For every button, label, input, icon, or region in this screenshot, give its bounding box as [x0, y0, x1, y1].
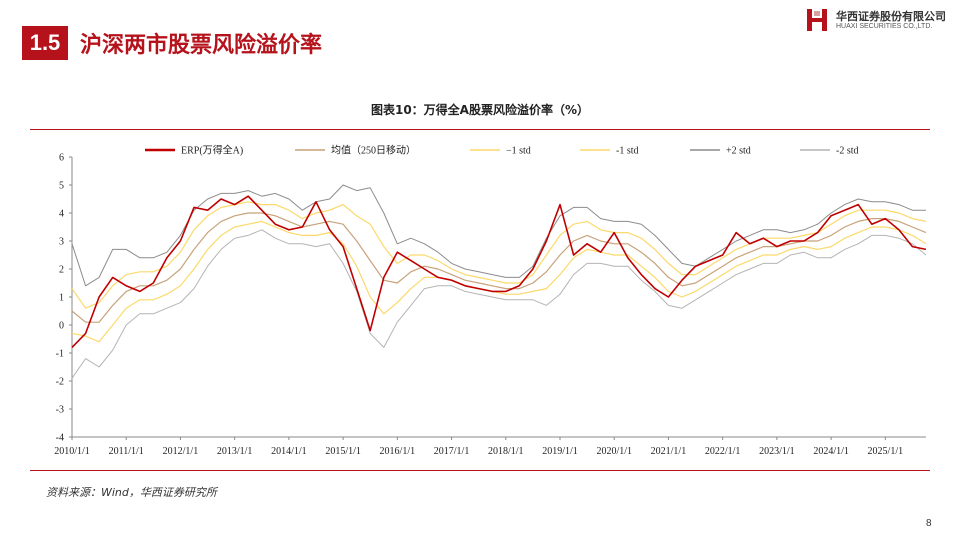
x-tick-label: 2022/1/1	[705, 446, 741, 457]
x-tick-label: 2014/1/1	[271, 446, 307, 457]
section-title: 沪深两市股票风险溢价率	[80, 33, 323, 58]
y-tick-label: -1	[56, 349, 64, 360]
x-tick-label: 2024/1/1	[813, 446, 849, 457]
caption-divider-top	[30, 129, 930, 130]
x-tick-label: 2017/1/1	[434, 446, 470, 457]
source-note: 资料来源：Wind，华西证券研究所	[46, 486, 217, 499]
y-tick-label: 3	[59, 237, 64, 248]
y-tick-label: -2	[56, 377, 64, 388]
y-tick-label: 4	[59, 209, 64, 220]
legend-label-3: -1 std	[616, 146, 639, 157]
y-tick-label: 1	[59, 293, 64, 304]
x-tick-label: 2016/1/1	[380, 446, 416, 457]
legend-label-5: -2 std	[836, 146, 859, 157]
logo-chinese-name: 华西证券股份有限公司	[836, 10, 946, 23]
caption-divider-bottom	[30, 470, 930, 471]
legend-label-0: ERP(万得全A)	[181, 144, 243, 157]
section-number-badge: 1.5	[22, 26, 68, 60]
x-tick-label: 2020/1/1	[596, 446, 632, 457]
y-tick-label: 0	[59, 321, 64, 332]
legend-label-1: 均值（250日移动）	[331, 144, 416, 157]
x-tick-label: 2019/1/1	[542, 446, 578, 457]
chart-caption: 图表10：万得全A股票风险溢价率（%）	[370, 103, 589, 117]
y-tick-label: 6	[59, 153, 64, 164]
series-line-5	[71, 229, 927, 379]
page-number: 8	[926, 518, 932, 529]
logo-english-name: HUAXI SECURITIES CO.,LTD.	[836, 23, 933, 30]
huaxi-logo-icon	[807, 9, 827, 31]
series-line-0	[71, 195, 927, 348]
x-tick-label: 2021/1/1	[651, 446, 687, 457]
series-line-2	[71, 201, 927, 309]
x-tick-label: 2012/1/1	[163, 446, 199, 457]
x-tick-label: 2023/1/1	[759, 446, 795, 457]
x-tick-label: 2010/1/1	[54, 446, 90, 457]
series-line-4	[71, 184, 926, 287]
x-tick-label: 2018/1/1	[488, 446, 524, 457]
series-line-3	[71, 220, 927, 343]
legend-label-2: −1 std	[506, 146, 531, 157]
x-tick-label: 2011/1/1	[109, 446, 144, 457]
y-tick-label: 2	[59, 265, 64, 276]
company-logo: 华西证券股份有限公司 HUAXI SECURITIES CO.,LTD.	[806, 6, 956, 36]
x-tick-label: 2013/1/1	[217, 446, 253, 457]
legend-label-4: +2 std	[726, 146, 751, 157]
y-tick-label: -4	[56, 433, 64, 444]
y-tick-label: -3	[56, 405, 64, 416]
series-line-1	[71, 212, 927, 323]
y-tick-label: 5	[59, 181, 64, 192]
x-tick-label: 2025/1/1	[868, 446, 904, 457]
x-tick-label: 2015/1/1	[325, 446, 361, 457]
